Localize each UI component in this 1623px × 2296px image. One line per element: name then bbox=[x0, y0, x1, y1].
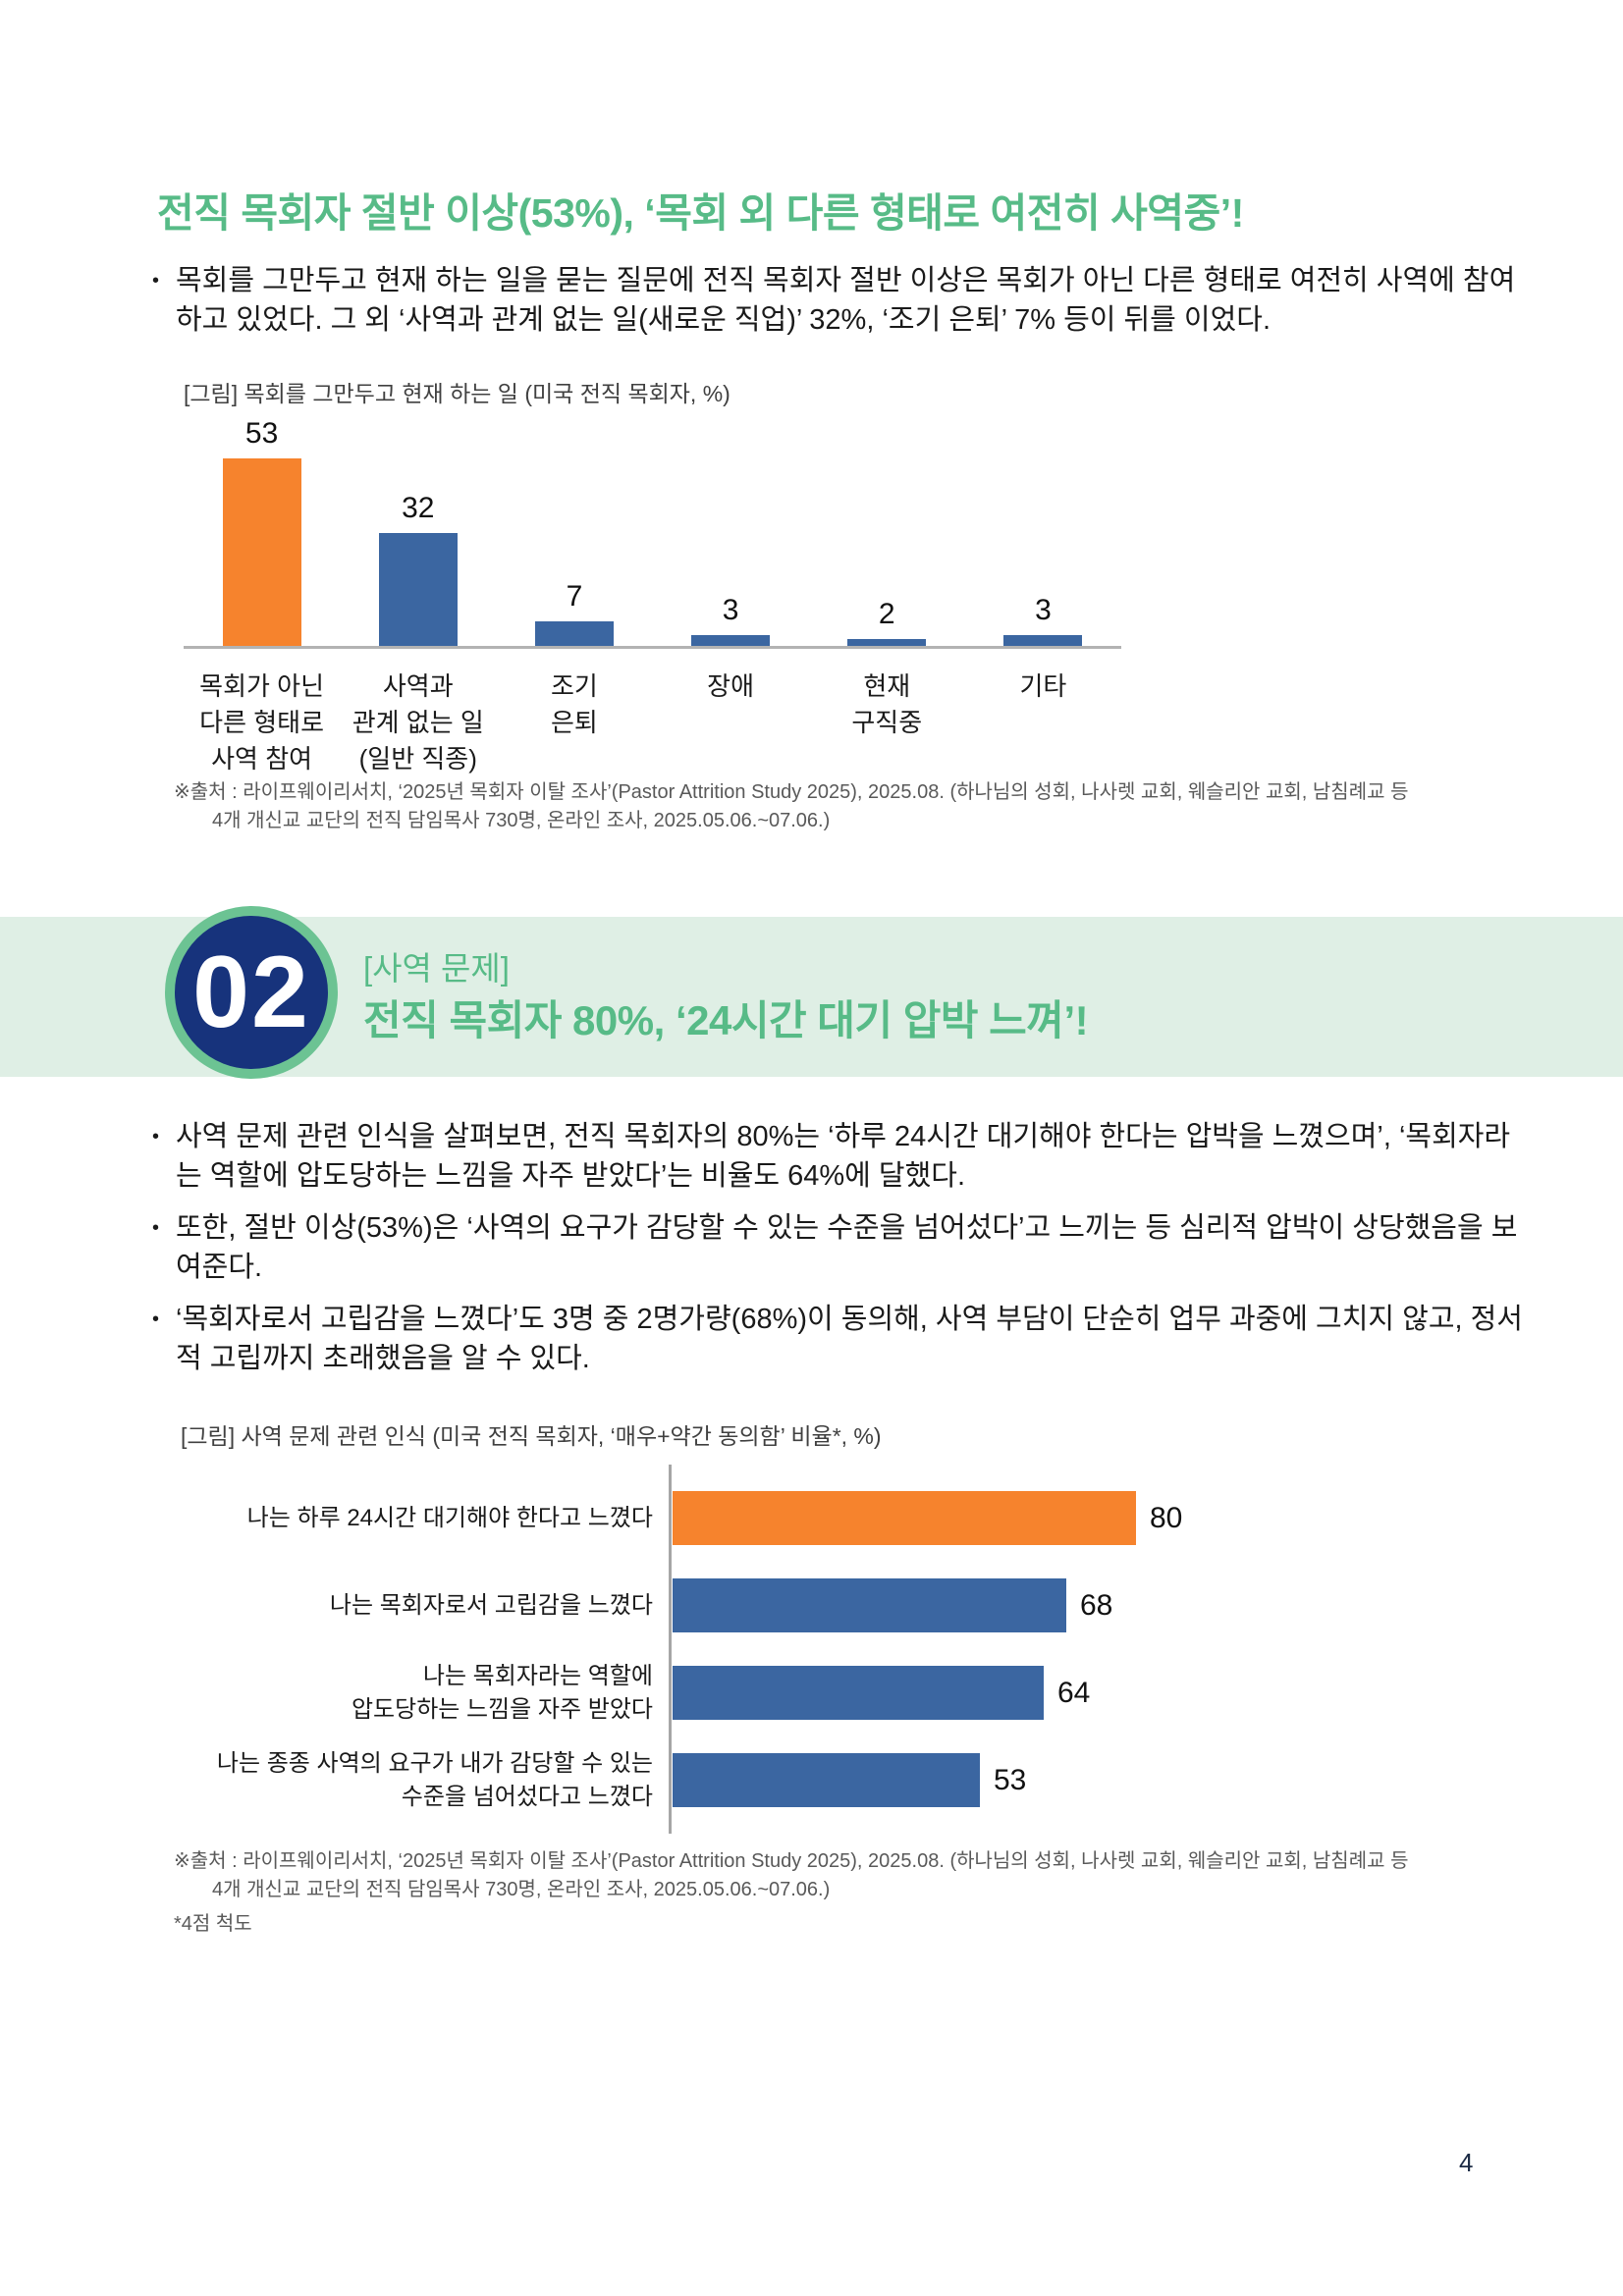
section1-title: 전직 목회자 절반 이상(53%), ‘목회 외 다른 형태로 여전히 사역중’… bbox=[157, 190, 1244, 236]
chart1-value-label: 7 bbox=[566, 580, 583, 613]
section1-bullets: • 목회를 그만두고 현재 하는 일을 묻는 질문에 전직 목회자 절반 이상은… bbox=[152, 261, 1525, 340]
chart2-value-label: 68 bbox=[1080, 1588, 1113, 1622]
chart2-rows: 나는 하루 24시간 대기해야 한다고 느꼈다 80 나는 목회자로서 고립감을 느… bbox=[121, 1474, 1515, 1824]
chart1-bar bbox=[691, 635, 771, 646]
chart1-caption: [그림] 목회를 그만두고 현재 하는 일 (미국 전직 목회자, %) bbox=[184, 381, 730, 406]
chart2-row: 나는 목회자라는 역할에 압도당하는 느낌을 자주 받았다 64 bbox=[121, 1649, 1515, 1736]
bullet-item: • ‘목회자로서 고립감을 느꼈다’도 3명 중 2명가량(68%)이 동의해,… bbox=[152, 1300, 1527, 1378]
chart2-bar bbox=[673, 1578, 1066, 1632]
chart2-row: 나는 목회자로서 고립감을 느꼈다 68 bbox=[121, 1562, 1515, 1649]
chart1-labels: 목회가 아닌 다른 형태로 사역 참여 사역과 관계 없는 일 (일반 직종) 조기… bbox=[184, 649, 1121, 777]
bullet-text: 또한, 절반 이상(53%)은 ‘사역의 요구가 감당할 수 있는 수준을 넘어… bbox=[176, 1212, 1518, 1283]
chart1-category-label: 기타 bbox=[1019, 671, 1067, 701]
bullet-dot: • bbox=[152, 270, 160, 292]
chart2-category-label: 나는 종종 사역의 요구가 내가 감당할 수 있는 수준을 넘어섰다고 느꼈다 bbox=[216, 1749, 653, 1810]
chart1-value-label: 3 bbox=[722, 594, 739, 626]
ministry-problem-bar-chart: 나는 하루 24시간 대기해야 한다고 느꼈다 80 나는 목회자로서 고립감을 느… bbox=[121, 1465, 1515, 1834]
chart1-category-label: 조기 은퇴 bbox=[551, 671, 598, 737]
chart2-category-label: 나는 목회자라는 역할에 압도당하는 느낌을 자주 받았다 bbox=[351, 1662, 653, 1723]
section2-title: 전직 목회자 80%, ‘24시간 대기 압박 느껴’! bbox=[363, 997, 1089, 1043]
source-line: 4개 개신교 교단의 전직 담임목사 730명, 온라인 조사, 2025.05… bbox=[212, 1879, 831, 1900]
chart2-category-label: 나는 하루 24시간 대기해야 한다고 느꼈다 bbox=[246, 1504, 653, 1531]
chart2-axis-line bbox=[669, 1465, 672, 1834]
chart2-bar bbox=[673, 1753, 980, 1807]
chart2-category-label: 나는 목회자로서 고립감을 느꼈다 bbox=[329, 1591, 653, 1619]
source-line: 4개 개신교 교단의 전직 담임목사 730명, 온라인 조사, 2025.05… bbox=[212, 810, 831, 831]
chart2-source: ※출처 : 라이프웨이리서치, ‘2025년 목회자 이탈 조사’(Pastor… bbox=[174, 1847, 1408, 1939]
chart2-bar-track: 80 bbox=[669, 1491, 1182, 1545]
section2-number-badge: 02 bbox=[165, 906, 338, 1079]
chart1-value-label: 53 bbox=[244, 417, 279, 450]
chart1-value-label: 2 bbox=[878, 598, 895, 630]
chart1-bar bbox=[378, 533, 458, 646]
chart2-value-label: 53 bbox=[994, 1763, 1027, 1796]
section2-kicker: [사역 문제] bbox=[363, 950, 510, 987]
chart1-column: 32 bbox=[340, 492, 496, 646]
attrition-activity-bar-chart: 53 32 7 3 2 3 목회가 아닌 다른 형태로 사역 참여 사역과 관계 없는 일 … bbox=[184, 417, 1121, 777]
chart1-column: 53 bbox=[184, 417, 340, 646]
chart1-column: 3 bbox=[653, 594, 809, 646]
bullet-dot: • bbox=[152, 1126, 160, 1148]
bullet-item: • 사역 문제 관련 인식을 살펴보면, 전직 목회자의 80%는 ‘하루 24… bbox=[152, 1117, 1527, 1196]
bullet-dot: • bbox=[152, 1217, 160, 1239]
chart1-value-label: 3 bbox=[1035, 594, 1052, 626]
chart2-bar bbox=[673, 1491, 1136, 1545]
bullet-text: 사역 문제 관련 인식을 살펴보면, 전직 목회자의 80%는 ‘하루 24시간… bbox=[176, 1121, 1511, 1192]
chart2-bar bbox=[673, 1666, 1044, 1720]
chart2-value-label: 64 bbox=[1057, 1676, 1091, 1709]
chart2-row: 나는 종종 사역의 요구가 내가 감당할 수 있는 수준을 넘어섰다고 느꼈다 5… bbox=[121, 1736, 1515, 1824]
chart1-category-label: 사역과 관계 없는 일 (일반 직종) bbox=[352, 671, 484, 774]
chart2-bar-track: 64 bbox=[669, 1666, 1090, 1720]
source-line: ※출처 : 라이프웨이리서치, ‘2025년 목회자 이탈 조사’(Pastor… bbox=[174, 1850, 1409, 1872]
bullet-text: ‘목회자로서 고립감을 느꼈다’도 3명 중 2명가량(68%)이 동의해, 사… bbox=[176, 1304, 1523, 1374]
section2-number: 02 bbox=[192, 935, 310, 1049]
chart1-bar bbox=[534, 621, 614, 646]
source-line: ※출처 : 라이프웨이리서치, ‘2025년 목회자 이탈 조사’(Pastor… bbox=[174, 781, 1409, 803]
chart1-source: ※출처 : 라이프웨이리서치, ‘2025년 목회자 이탈 조사’(Pastor… bbox=[174, 778, 1408, 835]
chart1-column: 7 bbox=[496, 580, 652, 646]
chart2-value-label: 80 bbox=[1150, 1501, 1183, 1534]
bullet-item: • 또한, 절반 이상(53%)은 ‘사역의 요구가 감당할 수 있는 수준을 … bbox=[152, 1208, 1527, 1287]
section2-bullets: • 사역 문제 관련 인식을 살펴보면, 전직 목회자의 80%는 ‘하루 24… bbox=[152, 1117, 1527, 1391]
chart1-bar bbox=[1003, 635, 1083, 646]
chart1-column: 2 bbox=[809, 598, 965, 646]
bullet-dot: • bbox=[152, 1308, 160, 1330]
chart1-plot: 53 32 7 3 2 3 bbox=[184, 417, 1121, 649]
chart1-category-label: 현재 구직중 bbox=[851, 671, 923, 737]
page-number: 4 bbox=[1459, 2148, 1474, 2177]
chart2-bar-track: 68 bbox=[669, 1578, 1112, 1632]
chart1-column: 3 bbox=[965, 594, 1121, 646]
scale-footnote: *4점 척도 bbox=[174, 1913, 252, 1935]
bullet-text: 목회를 그만두고 현재 하는 일을 묻는 질문에 전직 목회자 절반 이상은 목… bbox=[176, 265, 1516, 336]
bullet-item: • 목회를 그만두고 현재 하는 일을 묻는 질문에 전직 목회자 절반 이상은… bbox=[152, 261, 1525, 340]
chart1-bar bbox=[222, 458, 301, 646]
chart1-category-label: 목회가 아닌 다른 형태로 사역 참여 bbox=[199, 671, 324, 774]
chart2-caption: [그림] 사역 문제 관련 인식 (미국 전직 목회자, ‘매우+약간 동의함’… bbox=[181, 1423, 882, 1449]
chart1-value-label: 32 bbox=[402, 492, 435, 524]
chart2-row: 나는 하루 24시간 대기해야 한다고 느꼈다 80 bbox=[121, 1474, 1515, 1562]
chart2-bar-track: 53 bbox=[669, 1753, 1026, 1807]
chart1-bar bbox=[847, 639, 927, 646]
chart1-category-label: 장애 bbox=[707, 671, 755, 701]
